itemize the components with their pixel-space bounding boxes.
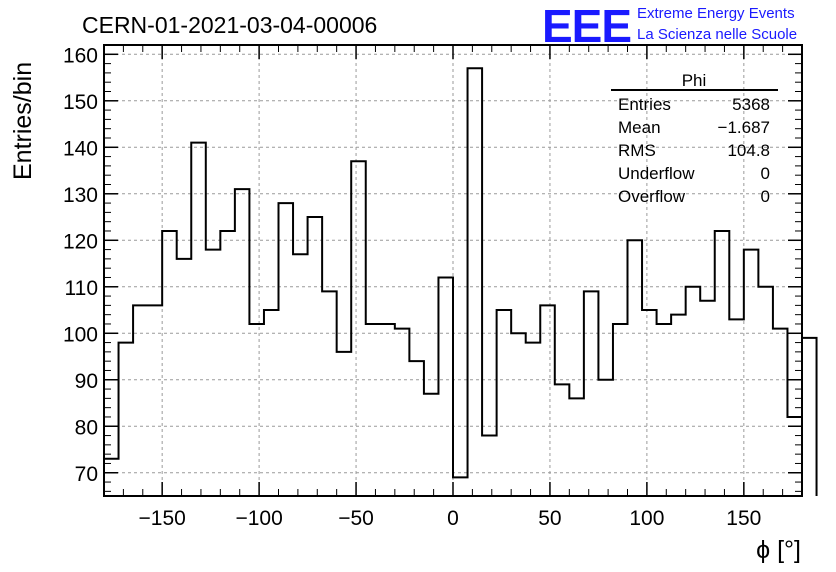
x-tick-label: −50 [338,507,374,530]
y-tick-label: 90 [75,370,98,393]
axis-ticks [103,44,803,496]
histogram-bin [468,68,483,496]
stats-label: Entries [618,95,671,114]
y-tick-label: 150 [63,91,98,114]
histogram-bin [511,333,526,496]
histogram-bin [148,305,163,496]
histogram-step-line [103,67,818,496]
y-tick-label: 110 [65,277,98,300]
stats-value: 0 [761,164,770,183]
histogram-bin [569,398,584,496]
histogram-bin [279,203,294,496]
histogram-bin [453,477,468,496]
histogram-bin [657,324,672,496]
histogram-bin [715,231,730,496]
histogram-bin [700,301,715,496]
histogram-bin [598,380,613,496]
histogram-bin [438,277,453,496]
histogram-bin [671,315,686,496]
histogram-bin [802,338,817,496]
histogram-bin [424,394,439,496]
histogram-bin [555,384,570,496]
stats-value: −1.687 [718,118,770,137]
histogram-bin [482,436,497,496]
histogram-bin [162,231,177,496]
stats-label: Mean [618,118,661,137]
x-tick-label: −150 [139,507,186,530]
histogram-bin [351,161,366,496]
stats-value: 5368 [732,95,770,114]
histogram-bins [104,68,817,496]
histogram-bin [613,324,628,496]
histogram-bin [322,291,337,496]
histogram-bin [497,310,512,496]
eee-logo: EEE [542,0,631,52]
histogram-bin [773,329,788,496]
stats-box: Phi Entries 5368 Mean −1.687 RMS 104.8 U… [611,71,778,206]
y-axis-label: Entries/bin [9,62,37,180]
stats-value: 104.8 [727,141,770,160]
histogram-bin [758,287,773,496]
histogram-bin [584,291,599,496]
histogram-bin [293,254,308,496]
histogram-bin [787,417,802,496]
x-tick-label: 50 [538,507,561,530]
chart-title: CERN-01-2021-03-04-00006 [82,12,377,38]
histogram-bin [235,189,250,496]
x-tick-label: 150 [726,507,761,530]
x-axis-label: ϕ [°] [756,536,801,564]
x-tick-label: 0 [447,507,459,530]
x-tick-label: −100 [235,507,282,530]
histogram-bin [395,329,410,496]
y-tick-label: 140 [63,137,98,160]
stats-name: Phi [682,71,707,90]
histogram-bin [366,324,381,496]
histogram-bin [642,310,657,496]
histogram-bin [540,305,555,496]
x-tick-label: 100 [629,507,664,530]
histogram-bin [220,231,235,496]
tick-labels: −150 −100 −50 0 50 100 150 70 80 90 100 110 120 130 14… [63,44,761,530]
y-tick-label: 80 [75,416,98,439]
stats-label: Underflow [618,164,695,183]
histogram-bin [686,287,701,496]
histogram-bin [264,310,279,496]
histogram-bin [308,217,323,496]
histogram-bin [628,240,643,496]
histogram-bin [133,305,148,496]
logo-line-2: La Scienza nelle Scuole [637,26,797,43]
histogram-bin [249,324,264,496]
stats-value: 0 [761,187,770,206]
y-tick-label: 160 [63,44,98,67]
stats-label: RMS [618,141,656,160]
histogram-bin [409,361,424,496]
y-tick-label: 70 [75,463,98,486]
histogram-bin [177,259,192,496]
histogram-bin [191,143,206,496]
y-tick-label: 120 [63,230,98,253]
y-tick-label: 100 [63,323,98,346]
logo-line-1: Extreme Energy Events [637,5,795,22]
histogram-bin [729,319,744,496]
stats-label: Overflow [618,187,686,206]
histogram-bin [104,459,119,496]
y-tick-label: 130 [63,184,98,207]
histogram-bin [380,324,395,496]
histogram-bin [337,352,352,496]
